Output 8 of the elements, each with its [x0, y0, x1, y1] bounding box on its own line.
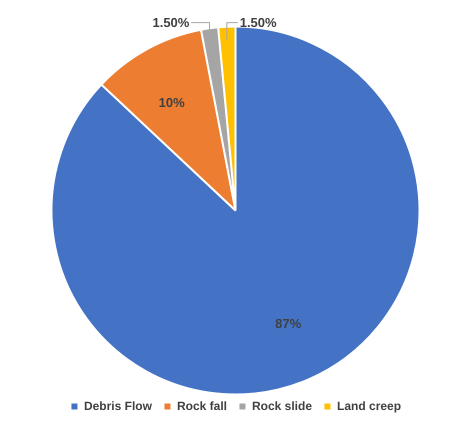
data-label: 10% [158, 95, 186, 110]
legend-label: Debris Flow [84, 399, 152, 413]
data-label: 1.50% [240, 15, 278, 30]
legend-label: Rock fall [176, 399, 227, 413]
legend-label: Land creep [337, 399, 402, 413]
data-label: 1.50% [152, 15, 190, 30]
legend-label: Rock slide [252, 399, 312, 413]
data-label: 87% [275, 316, 302, 331]
